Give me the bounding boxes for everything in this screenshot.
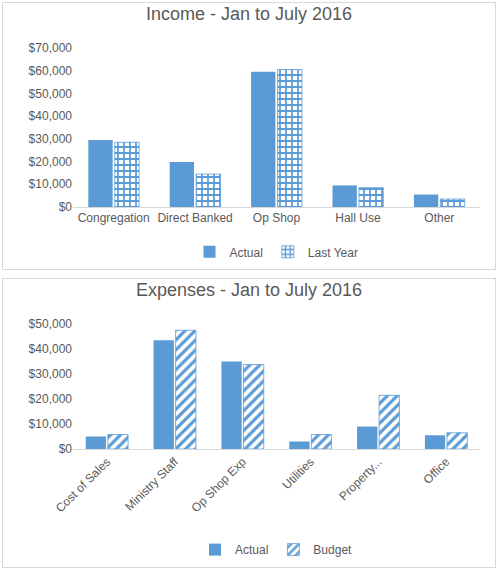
svg-text:Cost of Sales: Cost of Sales: [53, 455, 113, 515]
svg-text:Actual: Actual: [230, 246, 263, 260]
svg-text:Op Shop: Op Shop: [253, 211, 301, 225]
svg-text:$20,000: $20,000: [29, 392, 73, 406]
svg-text:$10,000: $10,000: [29, 417, 73, 431]
svg-text:Direct Banked: Direct Banked: [157, 211, 232, 225]
svg-text:Expenses - Jan to July 2016: Expenses - Jan to July 2016: [136, 280, 362, 300]
svg-text:$50,000: $50,000: [29, 317, 73, 331]
svg-text:$50,000: $50,000: [29, 87, 73, 101]
svg-text:Congregation: Congregation: [78, 211, 150, 225]
svg-text:Income - Jan to July 2016: Income - Jan to July 2016: [146, 4, 352, 24]
svg-text:Property...: Property...: [336, 455, 384, 503]
svg-text:Utilities: Utilities: [280, 455, 317, 492]
svg-text:Actual: Actual: [235, 543, 268, 557]
svg-text:$0: $0: [59, 200, 73, 214]
svg-text:Office: Office: [421, 455, 453, 487]
svg-text:Budget: Budget: [313, 543, 352, 557]
svg-text:$30,000: $30,000: [29, 367, 73, 381]
svg-text:$20,000: $20,000: [29, 155, 73, 169]
svg-text:$30,000: $30,000: [29, 132, 73, 146]
svg-text:$10,000: $10,000: [29, 177, 73, 191]
svg-text:$0: $0: [59, 442, 73, 456]
svg-text:Last Year: Last Year: [308, 246, 358, 260]
svg-text:Ministry Staff: Ministry Staff: [122, 454, 181, 513]
svg-text:$40,000: $40,000: [29, 109, 73, 123]
svg-text:$70,000: $70,000: [29, 41, 73, 55]
svg-text:$60,000: $60,000: [29, 64, 73, 78]
svg-text:$40,000: $40,000: [29, 342, 73, 356]
svg-text:Op Shop Exp: Op Shop Exp: [189, 455, 250, 516]
svg-text:Other: Other: [424, 211, 454, 225]
svg-text:Hall Use: Hall Use: [335, 211, 381, 225]
